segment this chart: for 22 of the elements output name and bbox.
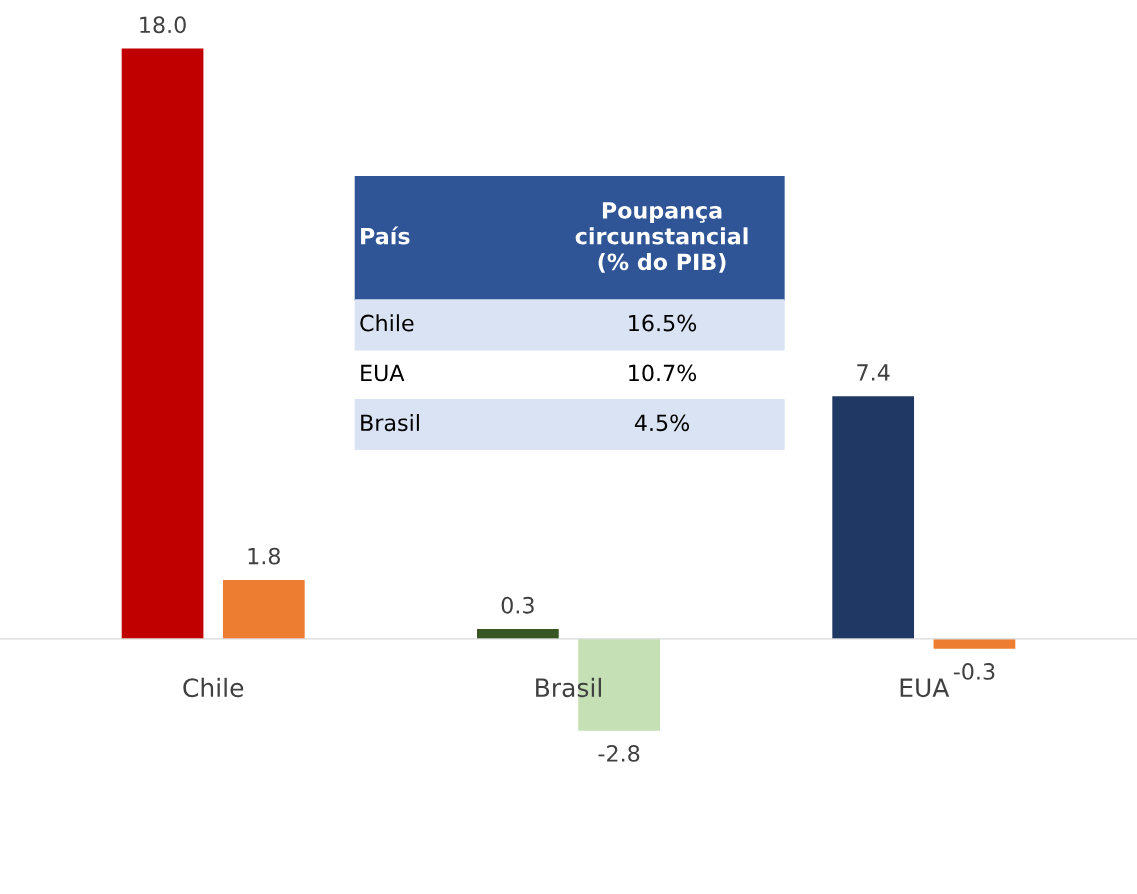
- data-label: 0.3: [501, 596, 534, 614]
- bar: [222, 579, 305, 639]
- x-tick-label: Chile: [183, 677, 244, 698]
- bar: [832, 396, 915, 639]
- x-tick-label: EUA: [900, 678, 950, 698]
- category-label: Chile: [360, 314, 414, 332]
- bar: [121, 48, 204, 639]
- text: País: [361, 226, 410, 245]
- text: Poupança circunstancial (% do PIB): [575, 202, 748, 273]
- data-label: 1.8: [248, 547, 280, 565]
- category-label: Brasil: [361, 413, 419, 432]
- bar: [477, 629, 559, 639]
- category-label: EUA: [361, 364, 405, 382]
- data-label: 7.4: [857, 364, 890, 381]
- bar: [933, 638, 1016, 649]
- data-label: 18.0: [140, 16, 186, 34]
- x-tick-label: Brasil: [536, 677, 601, 698]
- text: 16.5%: [629, 314, 697, 332]
- data-label: -0.3: [953, 663, 995, 680]
- text: 10.7%: [629, 364, 697, 382]
- data-label: -2.8: [598, 745, 640, 762]
- text: 4.5%: [634, 414, 690, 432]
